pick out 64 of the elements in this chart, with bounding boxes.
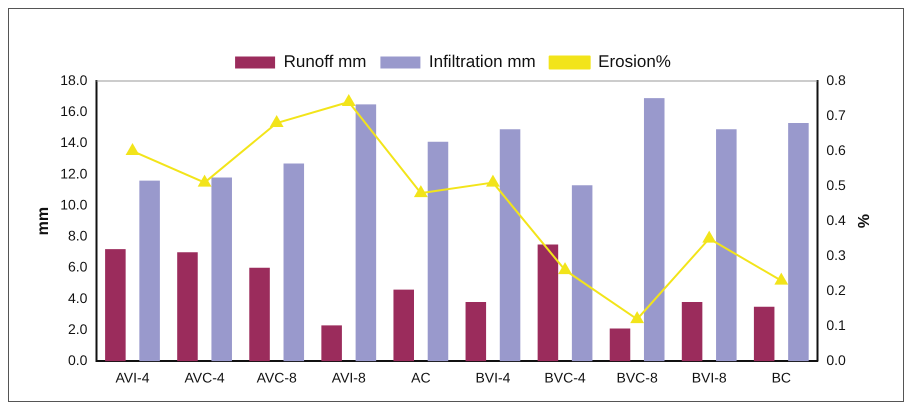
point [630,312,644,324]
y2-tick-label: 0.0 [826,352,846,368]
point [703,232,716,243]
y-tick-label: 18.0 [60,72,88,88]
x-tick-label: AVC-4 [184,369,225,386]
bar [682,302,702,362]
legend-label: Erosion% [598,52,671,72]
x-tick-label: AVI-4 [116,369,150,386]
y-axis-title: mm [35,206,52,236]
bar [177,252,198,362]
y-tick-label: 14.0 [60,134,88,150]
x-tick-label: AVI-8 [332,369,366,386]
bar [466,302,486,362]
bar [716,129,737,362]
y2-tick-label: 0.6 [826,142,846,158]
y-tick-label: 0.0 [68,352,88,368]
y2-tick-label: 0.8 [826,72,846,88]
y2-tick-label: 0.3 [826,246,846,263]
bar [284,164,304,362]
y-tick-label: 16.0 [60,102,88,119]
bar [139,180,160,362]
x-tick-label: AC [411,369,431,386]
y2-tick-label: 0.4 [826,212,846,228]
legend-label: Infiltration mm [428,52,536,72]
bar [538,244,558,362]
point [198,176,211,187]
y-tick-label: 4.0 [68,290,88,306]
point [342,95,355,106]
bar [610,328,630,362]
bar [321,325,342,362]
bar [788,123,809,362]
x-tick-label: BVC-4 [544,369,586,386]
point [414,186,428,198]
bar [500,129,520,362]
point [486,176,500,187]
x-tick-label: BVI-8 [692,369,727,386]
legend-label: Runoff mm [284,52,366,72]
point [126,144,139,156]
bar [644,98,665,362]
point [558,263,572,274]
y2-tick-label: 0.7 [826,106,846,123]
y2-tick-label: 0.2 [826,282,846,298]
x-tick-label: BVC-8 [616,369,658,386]
bar [105,249,126,362]
bar [572,185,592,362]
point [270,116,283,128]
y-tick-label: 2.0 [68,320,88,337]
x-tick-label: AVC-8 [256,369,297,386]
bar [754,306,774,362]
x-tick-label: BVI-4 [475,369,511,386]
bar [249,268,270,362]
x-tick-label: BC [772,369,792,386]
y-tick-label: 10.0 [60,196,88,212]
y-tick-label: 6.0 [68,258,88,275]
bar [211,178,232,362]
y2-axis-title: % [854,214,871,228]
y-tick-label: 12.0 [60,165,88,182]
y2-tick-label: 0.1 [826,317,846,334]
point [775,274,788,285]
bar [428,142,448,362]
bar [356,104,376,362]
y2-tick-label: 0.5 [826,176,846,193]
bar [393,290,414,362]
y-tick-label: 8.0 [68,228,88,244]
